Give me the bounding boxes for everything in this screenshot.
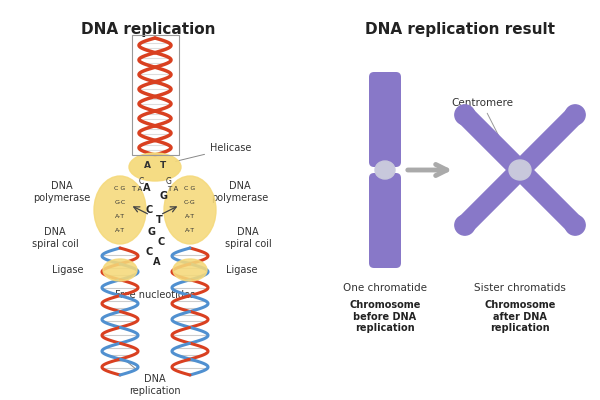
Text: C G: C G [115,186,125,190]
Text: C: C [157,237,164,247]
FancyBboxPatch shape [369,72,401,167]
Ellipse shape [565,105,585,125]
Ellipse shape [94,176,146,244]
Ellipse shape [455,105,475,125]
Ellipse shape [129,153,181,181]
Text: T: T [160,160,166,170]
Text: Sister chromatids: Sister chromatids [474,283,566,293]
Text: C G: C G [184,186,196,190]
Text: A: A [153,257,161,267]
Polygon shape [513,163,582,232]
Text: A·T: A·T [115,214,125,218]
Text: DNA
polymerase: DNA polymerase [34,181,91,203]
Text: T A: T A [167,186,179,192]
Ellipse shape [164,176,216,244]
Text: A·T: A·T [185,214,195,218]
Text: A·T: A·T [115,228,125,232]
Ellipse shape [375,161,395,179]
Text: G: G [147,227,155,237]
Text: Ligase: Ligase [226,265,258,275]
Text: One chromatide: One chromatide [343,283,427,293]
Text: G: G [166,176,172,186]
Text: T: T [155,215,163,225]
Polygon shape [458,108,527,177]
FancyBboxPatch shape [369,173,401,268]
Bar [132,35,179,155]
Text: T A: T A [131,186,143,192]
Text: Free nucleotides: Free nucleotides [115,290,195,300]
Text: DNA replication result: DNA replication result [365,22,555,37]
Ellipse shape [173,259,207,281]
Text: A: A [143,183,151,193]
Text: G: G [159,191,167,201]
Text: A: A [143,160,151,170]
Text: DNA replication: DNA replication [81,22,215,37]
Ellipse shape [565,215,585,235]
Text: Helicase: Helicase [176,143,251,161]
Text: C: C [145,247,152,257]
Text: DNA
replication: DNA replication [127,362,181,396]
Polygon shape [513,108,582,177]
Polygon shape [458,163,527,232]
Ellipse shape [509,160,531,180]
Text: G·C: G·C [115,200,125,204]
Text: DNA
polymerase: DNA polymerase [211,181,269,203]
Text: Chromosome
before DNA
replication: Chromosome before DNA replication [349,300,421,333]
Text: Centromere: Centromere [451,98,513,160]
Text: DNA
spiral coil: DNA spiral coil [224,227,271,249]
Text: Chromosome
after DNA
replication: Chromosome after DNA replication [484,300,556,333]
Text: Ligase: Ligase [52,265,84,275]
Ellipse shape [103,259,137,281]
Text: A·T: A·T [185,228,195,232]
Text: C: C [145,205,152,215]
Ellipse shape [455,215,475,235]
Text: DNA
spiral coil: DNA spiral coil [32,227,79,249]
Text: C: C [139,176,143,186]
Text: C-G: C-G [184,200,196,204]
